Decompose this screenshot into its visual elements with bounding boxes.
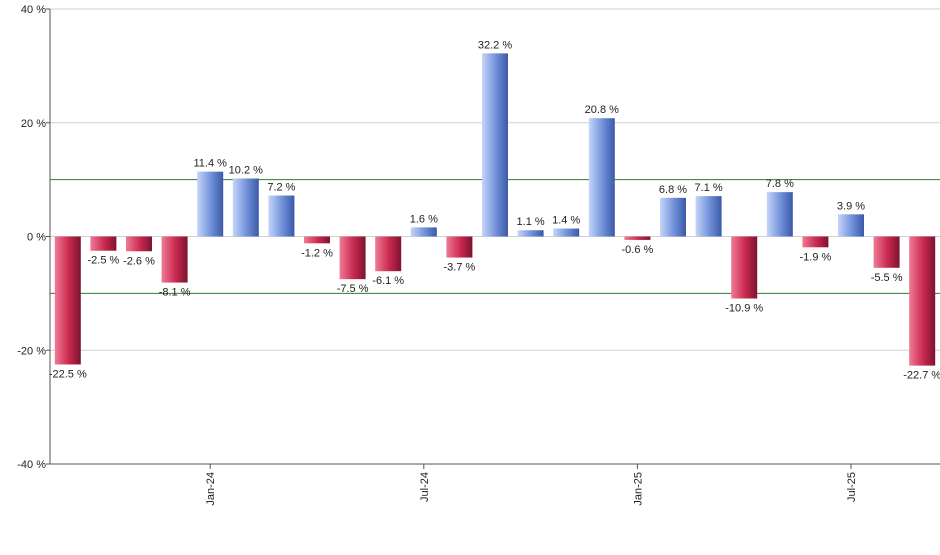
y-tick-label: 40 % [21,4,46,16]
data-label: 11.4 % [193,158,227,170]
x-tick-label: Jul-25 [846,472,858,502]
data-label: 20.8 % [585,104,619,116]
bar [624,236,651,240]
data-label: 6.8 % [659,184,687,196]
y-tick-label: 0 % [27,232,46,244]
data-label: 1.4 % [552,215,580,227]
data-label: -8.1 % [159,287,191,299]
data-labels: -22.5 % -2.5 % -2.6 % -8.1 % 11.4 %10.2 % 7.2… [49,39,940,381]
bar [197,171,224,237]
data-label: -1.9 % [800,251,832,263]
bar [90,236,117,251]
data-label: -6.1 % [372,275,404,287]
data-label: 1.6 % [410,213,438,225]
data-label: 7.2 % [267,182,295,194]
y-tick-label: 20 % [21,118,46,130]
data-label: 7.1 % [695,182,723,194]
bar [482,53,508,237]
bar [588,118,615,237]
bar [375,236,402,272]
bar [232,178,259,237]
bar [517,230,544,237]
bar [660,197,686,237]
bar [802,236,829,248]
data-label: 3.9 % [837,200,865,212]
bar [695,196,722,237]
data-label: -10.9 % [725,302,763,314]
data-label: 32.2 % [478,39,512,51]
data-label: 10.2 % [229,164,263,176]
bar [410,227,437,237]
bar [339,236,366,280]
data-label: -22.5 % [49,368,87,380]
bar [553,228,580,237]
axes: 40 % 20 % 0 % -20 % -40 % Jan-24 Jul-24 Jan-25 J… [17,4,940,506]
bar [268,195,295,237]
bar [873,236,900,268]
data-label: 1.1 % [517,216,545,228]
data-label: -22.7 % [903,370,940,382]
bar [766,192,793,237]
data-label: -1.2 % [301,247,333,259]
x-tick-label: Jan-25 [632,472,644,506]
x-tick-label: Jul-24 [419,472,431,502]
data-label: -2.6 % [123,255,155,267]
data-label: -5.5 % [871,272,903,284]
data-label: -0.6 % [622,244,654,256]
bar [126,236,152,252]
x-tick-label: Jan-24 [205,472,217,506]
bar [446,236,473,258]
y-tick-label: -20 % [17,345,46,357]
bar [304,236,330,244]
bar [909,236,936,366]
bar [838,214,864,237]
data-label: -3.7 % [444,262,476,274]
bar [54,236,81,365]
bars [54,53,936,366]
data-label: -2.5 % [88,255,120,267]
bar [731,236,758,299]
y-tick-label: -40 % [17,459,46,471]
bar [161,236,188,283]
data-label: -7.5 % [337,283,369,295]
data-label: 7.8 % [766,178,794,190]
